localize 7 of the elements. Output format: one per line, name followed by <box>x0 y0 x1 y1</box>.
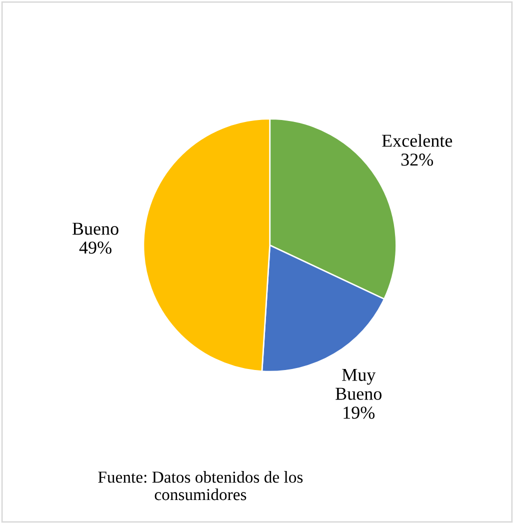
data-label: 19% <box>344 406 375 419</box>
slice-label: Bueno <box>72 222 118 235</box>
slice-label: Muy Bueno <box>336 368 382 400</box>
source-note: Fuente: Datos obtenidos de los consumidores <box>98 471 303 500</box>
slice-label: Excelente <box>382 134 452 147</box>
data-label: 49% <box>79 242 112 254</box>
data-label: 32% <box>401 154 434 166</box>
